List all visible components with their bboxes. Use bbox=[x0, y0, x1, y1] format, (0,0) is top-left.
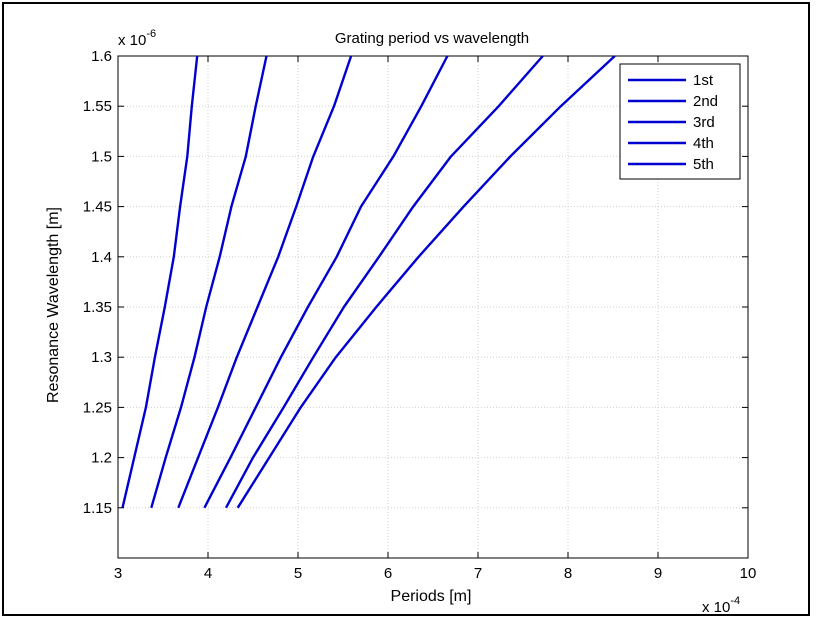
x-axis-label: Periods [m] bbox=[391, 588, 472, 605]
x-multiplier: x 10-4 bbox=[702, 595, 740, 616]
y-tick-label: 1.3 bbox=[91, 349, 112, 366]
y-multiplier-base: x 10 bbox=[118, 32, 146, 49]
series-line-1 bbox=[121, 55, 199, 509]
y-tick-label: 1.6 bbox=[91, 48, 112, 65]
y-tick-label: 1.45 bbox=[83, 199, 112, 216]
y-tick-label: 1.55 bbox=[83, 98, 112, 115]
legend-label: 3rd bbox=[693, 114, 715, 131]
y-tick-label: 1.2 bbox=[91, 450, 112, 467]
x-tick-label: 9 bbox=[654, 565, 662, 582]
legend-label: 4th bbox=[693, 135, 714, 152]
x-tick-label: 10 bbox=[740, 565, 757, 582]
series-line-2 bbox=[150, 55, 268, 509]
y-multiplier-exp: -6 bbox=[146, 28, 156, 40]
legend-label: 5th bbox=[693, 156, 714, 173]
legend-label: 1st bbox=[693, 72, 714, 89]
y-tick-label: 1.4 bbox=[91, 249, 112, 266]
legend-label: 2nd bbox=[693, 93, 718, 110]
x-multiplier-exp: -4 bbox=[730, 595, 740, 607]
series-lines bbox=[121, 55, 616, 509]
x-tick-label: 6 bbox=[384, 565, 392, 582]
x-tick-label: 7 bbox=[474, 565, 482, 582]
y-tick-label: 1.15 bbox=[83, 500, 112, 517]
series-line-4 bbox=[203, 55, 449, 509]
x-tick-label: 8 bbox=[564, 565, 572, 582]
legend: 1st 2nd 3rd 4th 5th bbox=[619, 63, 741, 180]
chart-title: Grating period vs wavelength bbox=[335, 30, 529, 47]
x-tick-label: 3 bbox=[114, 565, 122, 582]
y-tick-label: 1.25 bbox=[83, 399, 112, 416]
series-line-6 bbox=[236, 55, 616, 509]
x-tick-label: 4 bbox=[204, 565, 212, 582]
y-axis-label: Resonance Wavelength [m] bbox=[45, 207, 62, 403]
y-tick-label: 1.5 bbox=[91, 148, 112, 165]
y-multiplier: x 10-6 bbox=[118, 28, 156, 49]
axis-ticks: 3 4 5 6 7 8 9 10 1.15 1.2 1.25 1.3 1.35 1.4 1.45 1.5 1.5… bbox=[83, 48, 757, 582]
series-line-3 bbox=[177, 55, 353, 509]
x-tick-label: 5 bbox=[294, 565, 302, 582]
y-tick-label: 1.35 bbox=[83, 299, 112, 316]
series-line-5 bbox=[224, 55, 544, 509]
x-multiplier-base: x 10 bbox=[702, 599, 730, 616]
